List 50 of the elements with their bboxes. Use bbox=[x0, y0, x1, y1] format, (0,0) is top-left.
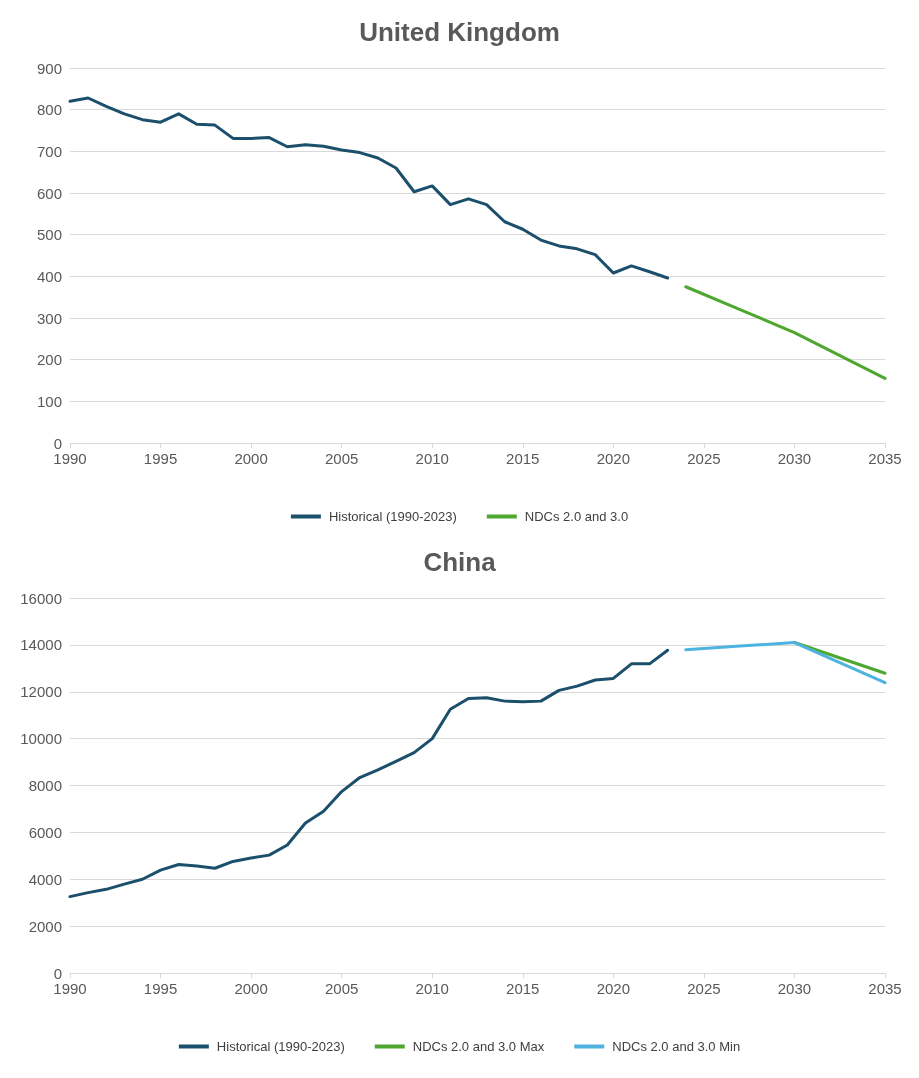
line-series bbox=[684, 285, 887, 380]
y-tick-label: 800 bbox=[36, 101, 62, 119]
x-tick-label: 2015 bbox=[506, 980, 540, 997]
x-tick-label: 2035 bbox=[868, 450, 902, 467]
chart-title: China bbox=[423, 547, 497, 577]
x-tick-label: 2005 bbox=[324, 450, 359, 467]
y-tick-label: 0 bbox=[53, 964, 62, 982]
x-tick-label: 1995 bbox=[143, 980, 178, 997]
y-tick-label: 2000 bbox=[28, 917, 62, 935]
y-tick-label: 8000 bbox=[28, 777, 62, 794]
x-tick-label: 2010 bbox=[415, 980, 449, 997]
x-tick-label: 2000 bbox=[234, 450, 268, 467]
y-tick-label: 700 bbox=[36, 142, 62, 160]
x-tick-label: 2005 bbox=[324, 980, 359, 997]
y-tick-label: 6000 bbox=[28, 823, 62, 841]
y-tick-label: 900 bbox=[36, 59, 62, 77]
y-tick-label: 14000 bbox=[20, 636, 62, 654]
x-tick-label: 2020 bbox=[596, 450, 631, 467]
x-tick-label: 2025 bbox=[687, 980, 721, 997]
line-series bbox=[684, 641, 887, 685]
y-tick-label: 100 bbox=[36, 392, 62, 410]
y-tick-label: 16000 bbox=[20, 589, 62, 607]
x-tick-label: 2000 bbox=[234, 980, 268, 997]
x-tick-label: 2025 bbox=[687, 450, 721, 467]
x-tick-label: 2030 bbox=[777, 450, 812, 467]
x-tick-label: 2030 bbox=[777, 980, 812, 997]
y-tick-label: 400 bbox=[36, 267, 62, 285]
y-tick-label: 0 bbox=[53, 434, 62, 452]
x-tick-label: 1990 bbox=[53, 980, 87, 997]
x-tick-label: 2010 bbox=[415, 450, 449, 467]
legend-label: NDCs 2.0 and 3.0 bbox=[524, 509, 629, 524]
chart-title: United Kingdom bbox=[359, 17, 560, 47]
y-tick-label: 600 bbox=[36, 184, 62, 202]
x-tick-label: 1990 bbox=[53, 450, 87, 467]
x-tick-label: 2015 bbox=[506, 450, 540, 467]
y-tick-label: 10000 bbox=[20, 730, 62, 748]
legend-label: Historical (1990-2023) bbox=[216, 1039, 345, 1054]
line-series bbox=[68, 648, 670, 899]
y-tick-label: 12000 bbox=[20, 683, 62, 701]
x-tick-label: 2020 bbox=[596, 980, 631, 997]
y-tick-label: 200 bbox=[36, 351, 62, 369]
y-tick-label: 4000 bbox=[28, 870, 62, 888]
legend-label: Historical (1990-2023) bbox=[328, 509, 457, 524]
line-series bbox=[68, 96, 670, 280]
legend-label: NDCs 2.0 and 3.0 Max bbox=[412, 1039, 545, 1054]
x-tick-label: 1995 bbox=[143, 450, 178, 467]
y-tick-label: 300 bbox=[36, 309, 62, 327]
y-tick-label: 500 bbox=[36, 226, 62, 244]
legend-label: NDCs 2.0 and 3.0 Min bbox=[612, 1039, 741, 1054]
x-tick-label: 2035 bbox=[868, 980, 902, 997]
